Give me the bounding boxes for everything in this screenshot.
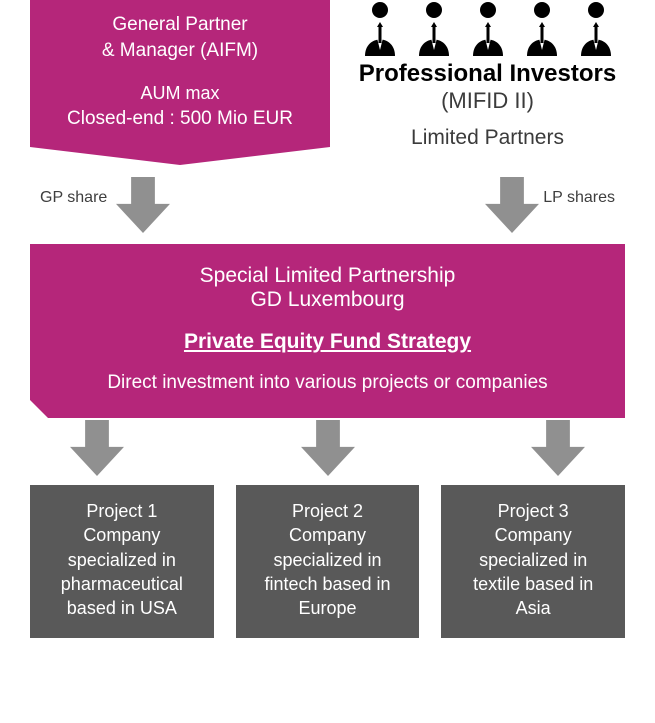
mid-line2: GD Luxembourg: [46, 288, 609, 312]
arrow-down-icon: [116, 177, 170, 238]
investors-box: Professional Investors (MIFID II) Limite…: [350, 0, 625, 165]
general-partner-box: General Partner & Manager (AIFM) AUM max…: [30, 0, 330, 165]
top-arrow-row: GP share LP shares: [0, 171, 655, 238]
project-line: based in USA: [40, 596, 204, 620]
project-title: Project 3: [451, 499, 615, 523]
gp-line1: General Partner: [112, 12, 247, 38]
person-icon: [463, 0, 513, 56]
mid-line4: Direct investment into various projects …: [46, 372, 609, 394]
person-icon: [571, 0, 621, 56]
gp-line3: AUM max: [140, 81, 219, 105]
project-line: specialized in: [451, 548, 615, 572]
project-line: pharmaceutical: [40, 572, 204, 596]
project-line: Company: [40, 523, 204, 547]
project-title: Project 1: [40, 499, 204, 523]
arrow-down-icon: [485, 177, 539, 238]
project-title: Project 2: [246, 499, 410, 523]
arrow-down-icon: [301, 420, 355, 481]
project-line: Asia: [451, 596, 615, 620]
partnership-box: Special Limited Partnership GD Luxembour…: [30, 244, 625, 418]
bottom-arrow-row: [0, 418, 655, 481]
project-line: textile based in: [451, 572, 615, 596]
project-box: Project 1 Company specialized in pharmac…: [30, 485, 214, 638]
mid-line1: Special Limited Partnership: [46, 264, 609, 288]
lp-shares-label: LP shares: [543, 189, 615, 207]
project-box: Project 2 Company specialized in fintech…: [236, 485, 420, 638]
projects-row: Project 1 Company specialized in pharmac…: [0, 481, 655, 638]
investors-title: Professional Investors: [359, 60, 616, 88]
person-icon: [409, 0, 459, 56]
arrow-down-icon: [70, 420, 124, 481]
person-icon: [355, 0, 405, 56]
gp-line2: & Manager (AIFM): [102, 38, 258, 64]
project-line: Company: [246, 523, 410, 547]
project-line: fintech based in: [246, 572, 410, 596]
person-icon: [517, 0, 567, 56]
project-line: Europe: [246, 596, 410, 620]
investor-icons: [355, 0, 621, 56]
project-line: Company: [451, 523, 615, 547]
investors-sub2: Limited Partners: [411, 126, 564, 150]
project-line: specialized in: [40, 548, 204, 572]
gp-line4: Closed-end : 500 Mio EUR: [67, 106, 293, 132]
mid-line3: Private Equity Fund Strategy: [46, 330, 609, 354]
project-line: specialized in: [246, 548, 410, 572]
arrow-down-icon: [531, 420, 585, 481]
investors-sub1: (MIFID II): [441, 88, 534, 114]
project-box: Project 3 Company specialized in textile…: [441, 485, 625, 638]
